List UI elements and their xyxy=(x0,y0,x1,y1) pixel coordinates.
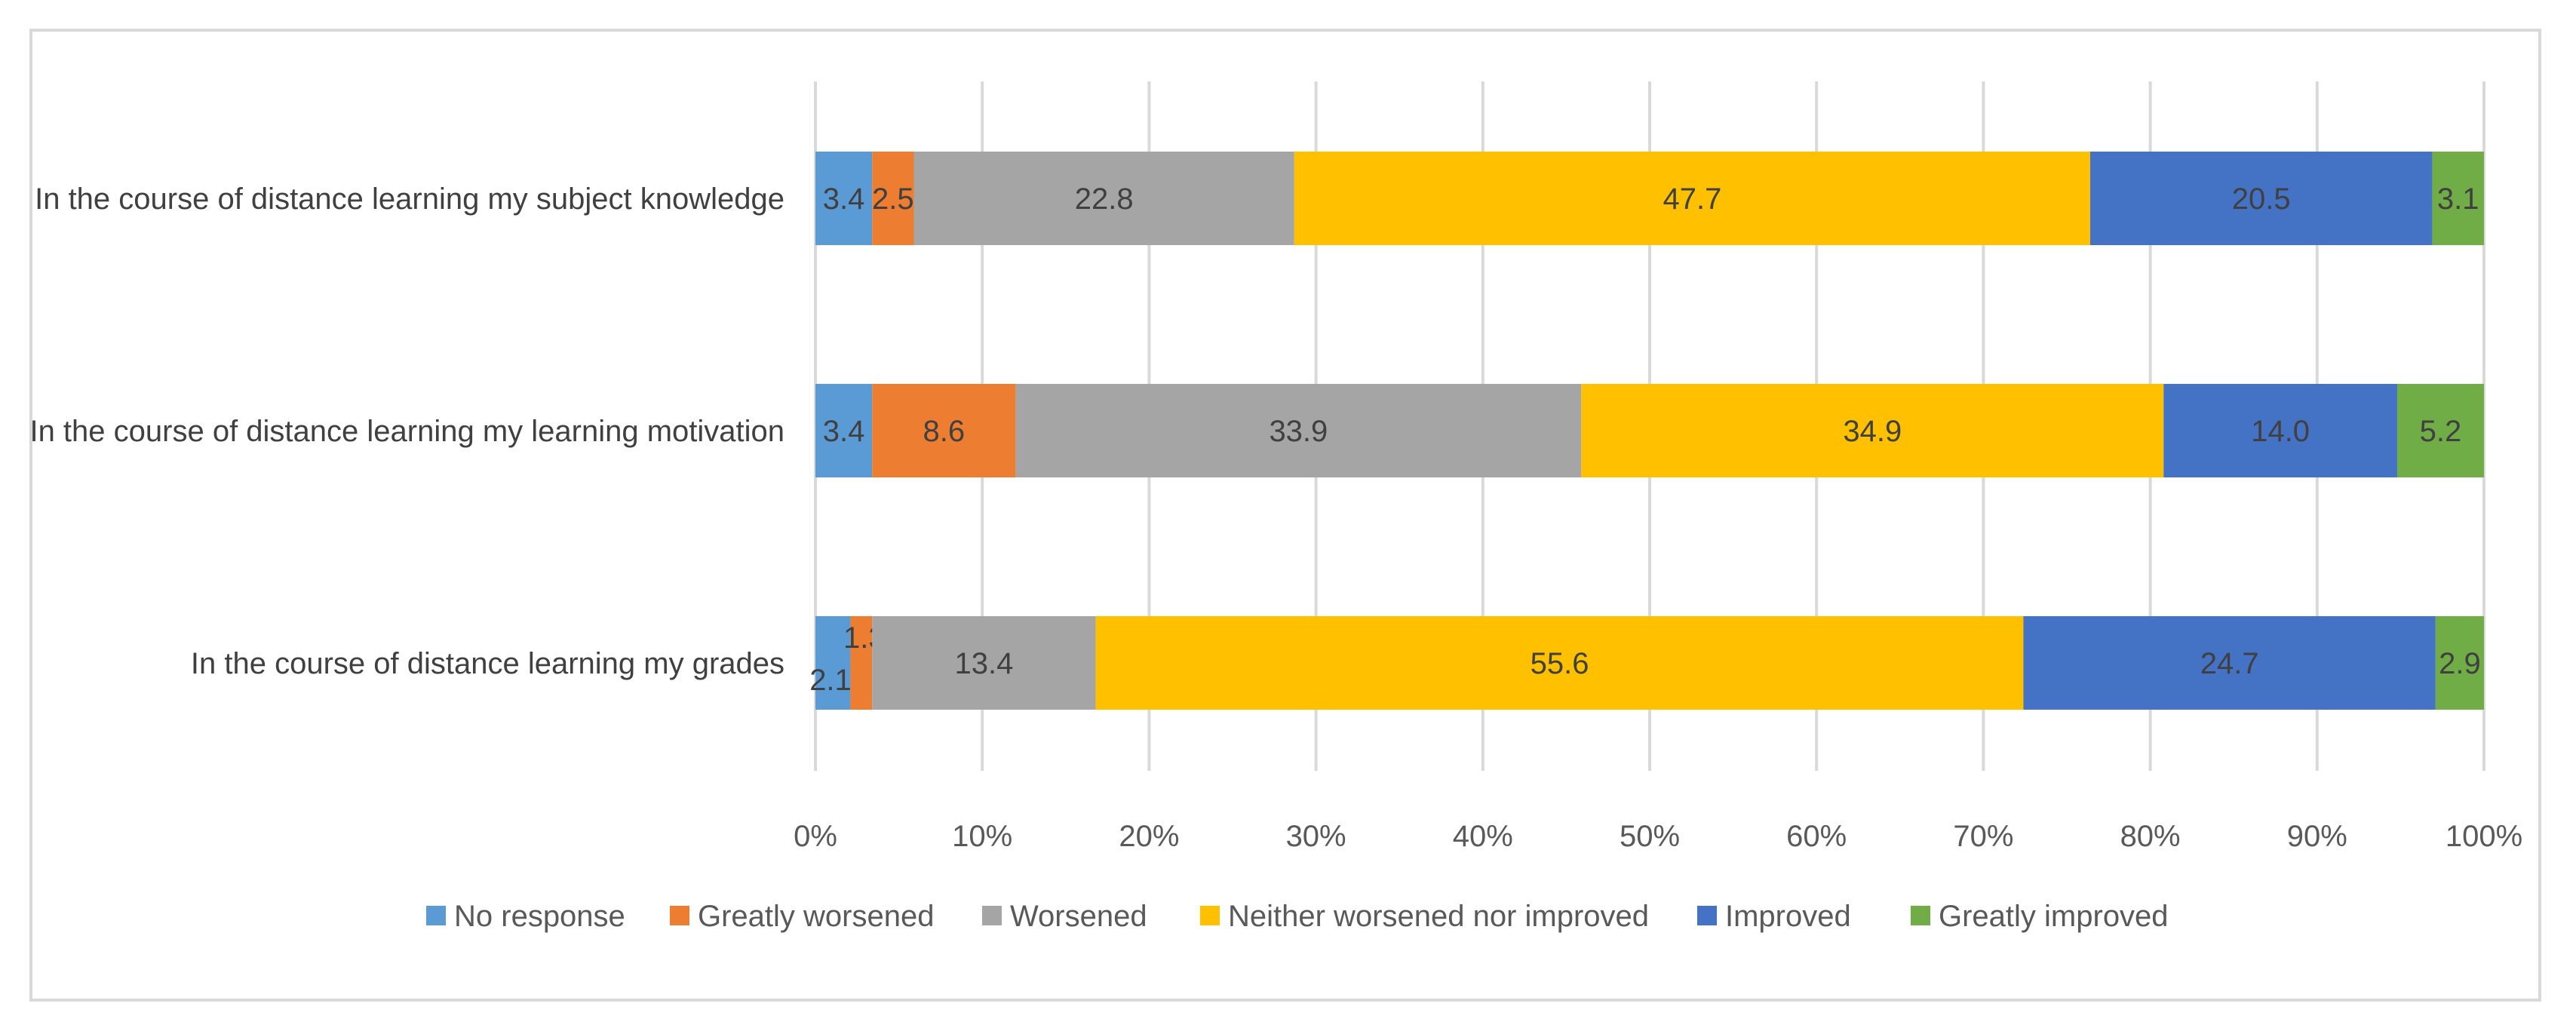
category-label: In the course of distance learning my su… xyxy=(35,183,784,216)
data-label: 8.6 xyxy=(923,415,966,448)
legend-label: Improved xyxy=(1725,900,1851,933)
x-tick-label: 50% xyxy=(1620,820,1680,853)
legend-swatch xyxy=(426,906,446,925)
legend-label: No response xyxy=(454,900,625,933)
x-tick-label: 30% xyxy=(1286,820,1346,853)
data-label: 5.2 xyxy=(2420,415,2462,448)
data-label: 13.4 xyxy=(954,647,1013,680)
category-label: In the course of distance learning my gr… xyxy=(191,647,784,680)
bar-segment xyxy=(2089,152,2433,245)
data-label: 2.5 xyxy=(872,183,914,216)
bar-segment xyxy=(913,152,1294,245)
x-tick-label: 20% xyxy=(1119,820,1179,853)
data-label: 24.7 xyxy=(2200,647,2259,680)
bar-segment xyxy=(1015,384,1582,477)
legend-swatch xyxy=(1200,906,1220,925)
data-label: 34.9 xyxy=(1843,415,1902,448)
bar-segment xyxy=(2163,384,2397,477)
x-tick-label: 60% xyxy=(1786,820,1847,853)
bar-segment xyxy=(2396,384,2484,477)
data-label: 20.5 xyxy=(2232,183,2291,216)
bar-segment xyxy=(1294,152,2090,245)
x-tick-label: 0% xyxy=(794,820,837,853)
legend-label: Neither worsened nor improved xyxy=(1228,900,1649,933)
category-label: In the course of distance learning my le… xyxy=(29,415,784,448)
data-label: 3.1 xyxy=(2437,183,2479,216)
bar-segment xyxy=(850,616,873,710)
x-tick-label: 10% xyxy=(952,820,1012,853)
x-tick-label: 90% xyxy=(2287,820,2347,853)
data-label: 33.9 xyxy=(1269,415,1328,448)
x-tick-label: 40% xyxy=(1453,820,1513,853)
bar-segment xyxy=(872,616,1096,710)
x-tick-label: 80% xyxy=(2120,820,2181,853)
bar-segment xyxy=(815,152,873,245)
bar-segment xyxy=(1581,384,2164,477)
bar-segment xyxy=(872,152,914,245)
legend-label: Worsened xyxy=(1010,900,1147,933)
bar-segment xyxy=(1095,616,2024,710)
x-tick-label: 70% xyxy=(1953,820,2013,853)
legend-swatch xyxy=(1697,906,1717,925)
bar-segment xyxy=(2435,616,2484,710)
data-label: 22.8 xyxy=(1075,183,1134,216)
data-label: 55.6 xyxy=(1531,647,1589,680)
legend-swatch xyxy=(982,906,1002,925)
bar-segment xyxy=(815,616,851,710)
data-label: 14.0 xyxy=(2251,415,2310,448)
bar-segment xyxy=(2023,616,2436,710)
data-label: 2.1 xyxy=(809,664,852,697)
bar-segment xyxy=(872,384,1016,477)
legend-swatch xyxy=(670,906,689,925)
x-tick-label: 100% xyxy=(2446,820,2522,853)
data-label: 47.7 xyxy=(1663,183,1721,216)
bar-segment xyxy=(815,384,873,477)
data-label: 3.4 xyxy=(823,415,865,448)
legend-label: Greatly worsened xyxy=(698,900,934,933)
data-label: 2.9 xyxy=(2439,647,2481,680)
legend-swatch xyxy=(1911,906,1930,925)
data-label: 3.4 xyxy=(823,183,865,216)
legend-label: Greatly improved xyxy=(1939,900,2169,933)
bar-segment xyxy=(2432,152,2484,245)
